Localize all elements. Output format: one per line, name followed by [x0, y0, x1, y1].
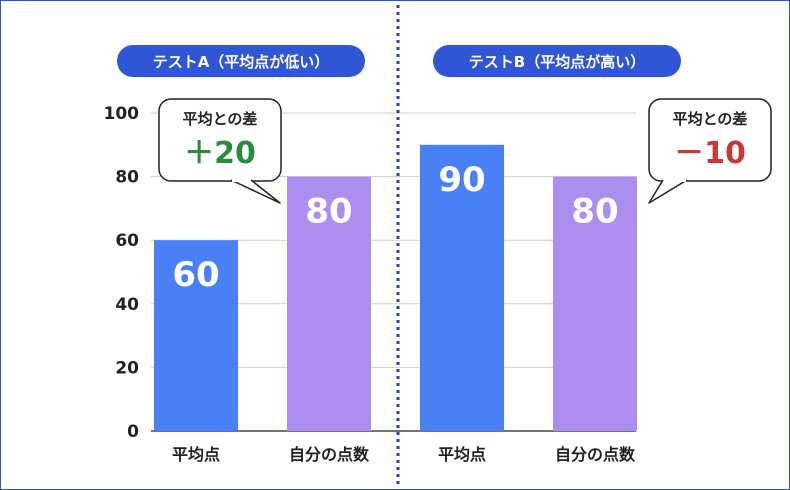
bar-value-label: 80 — [305, 192, 352, 232]
bar-value-label: 90 — [438, 160, 485, 200]
bar — [154, 240, 238, 431]
panel-title: テストA（平均点が低い） — [153, 53, 330, 71]
panel-title-badge — [433, 45, 681, 77]
callout-diff-value: ＋20 — [184, 136, 256, 171]
x-category-label: 平均点 — [438, 445, 486, 464]
y-tick-label: 60 — [115, 231, 139, 251]
y-tick-label: 40 — [115, 295, 139, 315]
callout-tail-joint — [232, 178, 250, 182]
y-tick-label: 100 — [104, 104, 140, 124]
bar — [553, 176, 637, 431]
panel-title: テストB（平均点が高い） — [469, 53, 645, 71]
bar — [287, 176, 371, 431]
callout-tail — [230, 179, 281, 204]
callout-label: 平均との差 — [183, 110, 258, 128]
bar-value-label: 60 — [172, 255, 219, 295]
x-category-label: 自分の点数 — [555, 445, 636, 464]
callout-diff-value: －10 — [674, 136, 746, 171]
y-tick-label: 20 — [115, 358, 139, 378]
bar-value-label: 80 — [571, 192, 618, 232]
y-tick-label: 80 — [115, 168, 139, 188]
callout-tail-joint — [664, 178, 686, 182]
callout-tail — [648, 179, 688, 204]
x-category-label: 自分の点数 — [289, 445, 370, 464]
x-category-label: 平均点 — [172, 445, 220, 464]
callout-label: 平均との差 — [673, 110, 748, 128]
callout-bubble — [158, 98, 282, 182]
bar — [420, 144, 504, 432]
y-tick-label: 0 — [127, 422, 139, 442]
callout-bubble — [648, 98, 772, 182]
panel-title-badge — [117, 45, 365, 77]
